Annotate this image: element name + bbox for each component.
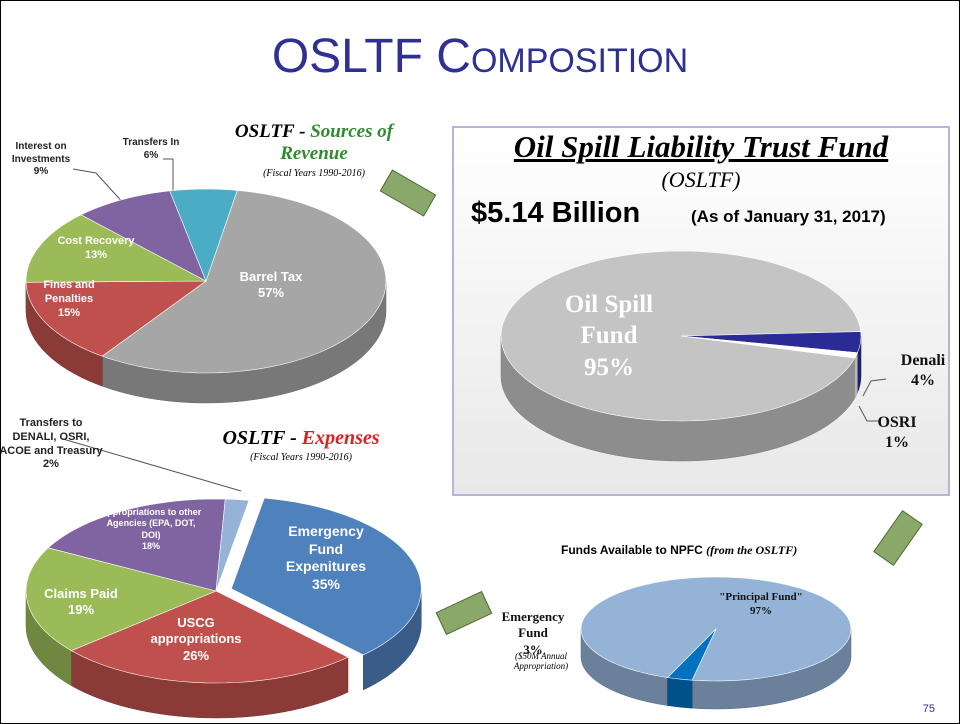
category-label: Claims Paid [44, 586, 118, 601]
value-label: 26% [182, 647, 210, 663]
category-label: OSRI [877, 414, 917, 431]
category-label: Emergency Fund Expenitures [285, 523, 367, 574]
slice-label: "Principal Fund" 97% [706, 591, 816, 619]
category-label: Barrel Tax [239, 269, 303, 284]
value-label: 15% [57, 306, 81, 319]
slice-label: Fines and Penalties 15% [24, 279, 114, 320]
category-label: Cost Recovery [57, 235, 135, 247]
fund-note: (As of January 31, 2017) [691, 207, 886, 226]
value-label: 3% [523, 641, 543, 657]
value-label: 97% [750, 604, 772, 617]
page-number: 75 [922, 703, 935, 715]
chart-subtitle: (Fiscal Years 1990-2016) [250, 452, 352, 463]
value-label: 57% [257, 285, 285, 301]
slice-label: OSRI 1% [867, 413, 927, 453]
title-part: Expenses [301, 427, 380, 449]
category-label: Appropriations to other Agencies (EPA, D… [100, 507, 202, 540]
money-icon [379, 169, 923, 636]
slice-label: Barrel Tax 57% [221, 269, 321, 302]
chart-subtitle: (OSLTF) [661, 167, 741, 192]
pie-slice [680, 335, 858, 359]
slice-label: Cost Recovery 13% [41, 235, 151, 263]
slice-side [854, 352, 858, 399]
category-label: Oil Spill Fund [564, 291, 654, 350]
pie-slice [25, 547, 217, 651]
value-label: 95% [584, 353, 634, 381]
value-label: 2% [43, 458, 59, 471]
category-label: Transfers to DENALI, OSRI, ACOE and Trea… [0, 417, 103, 457]
chart-title: Funds Available to NPFC (from the OSLTF) [561, 543, 797, 558]
chart-title: Oil Spill Liability Trust Fund [513, 129, 889, 164]
value-label: 19% [67, 602, 95, 618]
category-label: Transfers In [122, 137, 180, 148]
value-label: 9% [33, 166, 49, 177]
pie-slice [680, 331, 862, 354]
value-label: 6% [143, 149, 159, 161]
slice-side [667, 677, 693, 709]
category-label: Fines and Penalties [43, 279, 95, 305]
value-label: 4% [911, 372, 935, 389]
chart-title: OSLTF - Sources of Revenue [229, 121, 399, 165]
slice-label: Emergency Fund 3% [488, 609, 578, 658]
title-part: (from the OSLTF) [706, 543, 798, 557]
category-label: Emergency Fund [501, 609, 565, 641]
title-part: OSLTF - [222, 427, 297, 449]
pie-slice [169, 188, 238, 282]
chart-title: OSLTF - Expenses [201, 427, 401, 450]
category-label: Interest on Investments [11, 141, 71, 165]
category-label: USCG appropriations [150, 615, 242, 647]
slice-label: Oil Spill Fund 95% [534, 289, 684, 383]
pie-slice [230, 497, 422, 656]
value-label: 1% [885, 434, 909, 451]
pie-slice [25, 214, 207, 283]
slice-label: Transfers to DENALI, OSRI, ACOE and Trea… [0, 417, 106, 472]
pie-slice [215, 498, 250, 592]
slice-label: Transfers In 6% [116, 137, 186, 162]
category-label: Denali [900, 352, 946, 369]
pie-slice [666, 628, 717, 681]
pie-slice [500, 250, 862, 422]
title-part: Sources of Revenue [280, 121, 394, 164]
category-label: "Principal Fund" [719, 591, 803, 603]
chart-subtitle: (Fiscal Years 1990-2016) [263, 168, 365, 179]
fund-total: $5.14 Billion [471, 197, 641, 229]
pie-slice [70, 590, 349, 684]
annotation: ($50M Annual Appropriation) [513, 651, 569, 671]
leader-lines [62, 158, 887, 492]
pie-slice [80, 190, 207, 282]
value-label: 35% [311, 575, 341, 592]
slice-label: Emergency Fund Expenitures 35% [271, 523, 381, 593]
slice-label: Interest on Investments 9% [1, 141, 86, 179]
slice-label: Appropriations to other Agencies (EPA, D… [96, 507, 206, 552]
slice-label: Denali 4% [893, 351, 953, 391]
value-label: 13% [84, 248, 108, 261]
pie-slice [101, 190, 387, 374]
slice-label: USCG appropriations 26% [131, 615, 261, 664]
value-label: 18% [141, 540, 160, 551]
pie-slice [47, 498, 226, 592]
title-part: OSLTF - [234, 121, 306, 142]
pie-slice [25, 280, 207, 357]
slice-label: Claims Paid 19% [31, 586, 131, 619]
page-title: OSLTF Composition [271, 30, 689, 83]
title-part: Funds Available to NPFC [561, 543, 703, 557]
